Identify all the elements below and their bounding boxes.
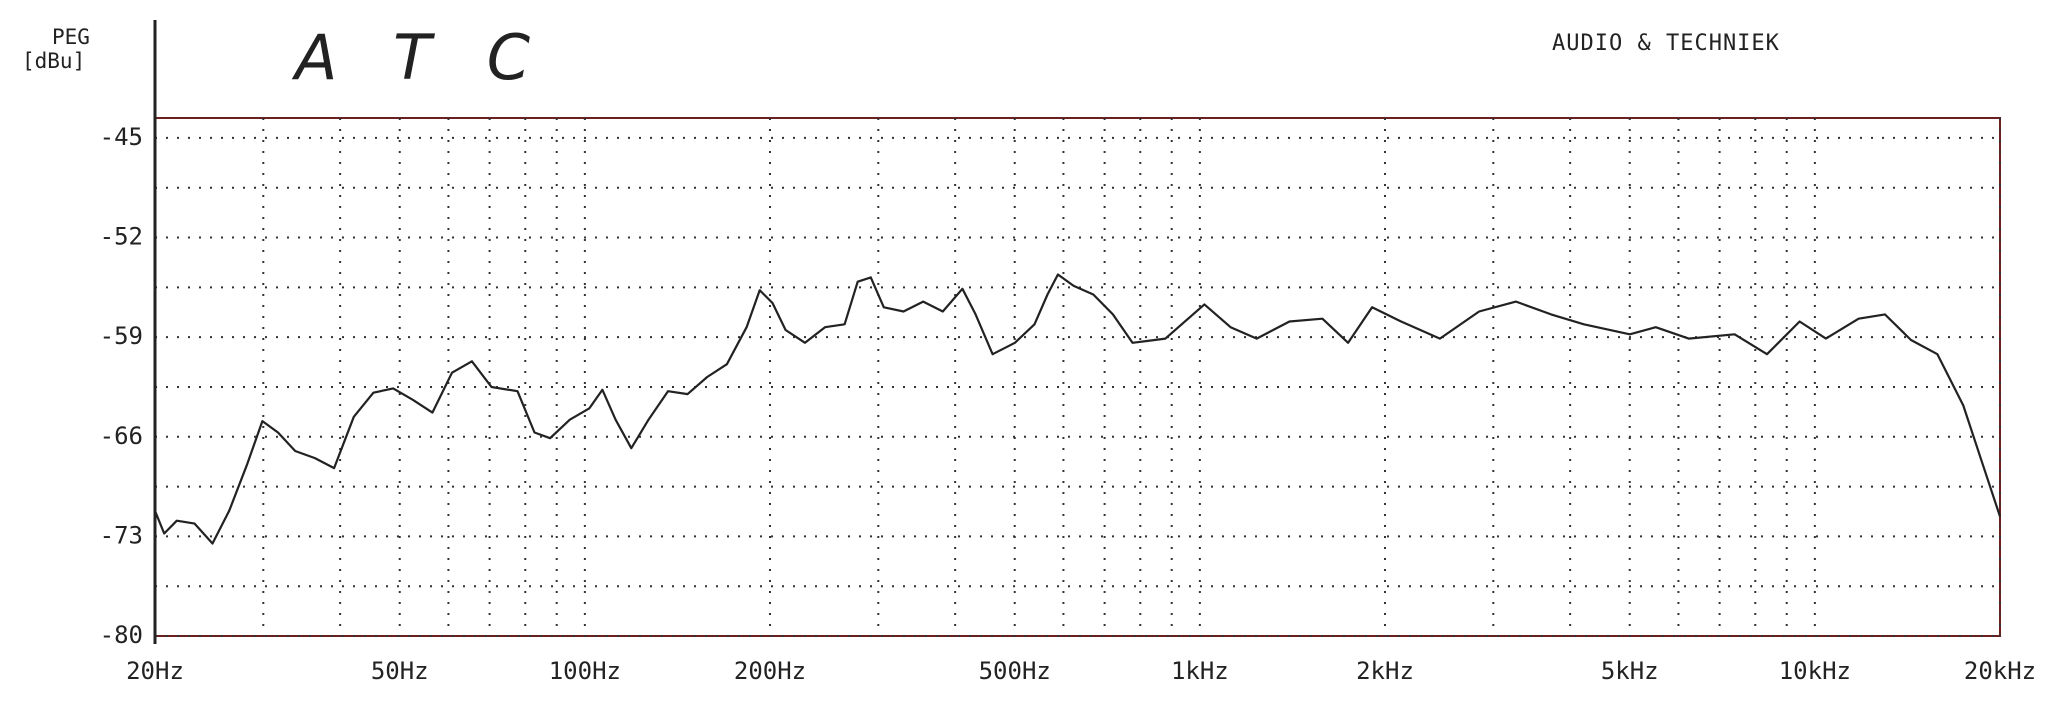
y-tick-label: -52 [100,223,143,251]
x-tick-label: 200Hz [734,657,806,685]
x-tick-label: 20kHz [1964,657,2036,685]
y-tick-label: -73 [100,521,143,549]
y-tick-label: -59 [100,322,143,350]
x-tick-label: 1kHz [1171,657,1229,685]
x-tick-label: 10kHz [1779,657,1851,685]
y-tick-label: -66 [100,422,143,450]
y-tick-label: -45 [100,123,143,151]
plot-frame [154,117,2001,637]
x-tick-label: 2kHz [1356,657,1414,685]
x-tick-label: 500Hz [979,657,1051,685]
x-tick-label: 50Hz [371,657,429,685]
x-tick-label: 100Hz [549,657,621,685]
y-label: PEG [52,25,90,49]
x-tick-label: 5kHz [1601,657,1659,685]
chart-title: A T C [291,21,548,94]
y-tick-label: -80 [100,621,143,649]
y-unit: [dBu] [22,49,85,73]
x-tick-label: 20Hz [126,657,184,685]
chart-subtitle: AUDIO & TECHNIEK [1552,31,1780,56]
response-line [153,273,2002,545]
